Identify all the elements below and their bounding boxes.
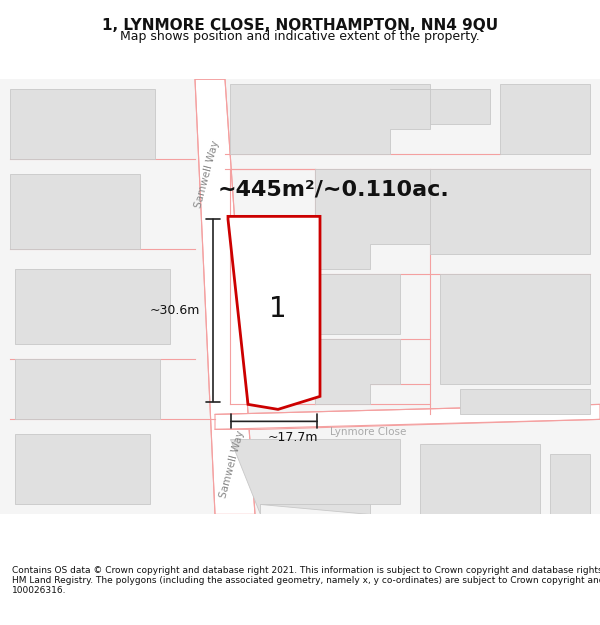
Polygon shape (230, 84, 430, 154)
Text: ~30.6m: ~30.6m (149, 304, 200, 317)
Polygon shape (228, 216, 320, 409)
Polygon shape (15, 434, 150, 504)
Polygon shape (195, 79, 255, 514)
Text: Contains OS data © Crown copyright and database right 2021. This information is : Contains OS data © Crown copyright and d… (12, 566, 600, 596)
Text: Lynmore Close: Lynmore Close (330, 428, 406, 438)
Polygon shape (230, 439, 400, 514)
Text: Map shows position and indicative extent of the property.: Map shows position and indicative extent… (120, 30, 480, 43)
Polygon shape (420, 444, 540, 514)
Polygon shape (390, 89, 490, 124)
Text: Samwell Way: Samwell Way (218, 429, 246, 499)
Polygon shape (550, 454, 590, 514)
Text: Samwell Way: Samwell Way (193, 139, 221, 209)
Text: 1: 1 (269, 296, 287, 323)
Polygon shape (315, 339, 400, 404)
Polygon shape (460, 389, 590, 414)
Polygon shape (15, 359, 160, 419)
Polygon shape (15, 269, 170, 344)
Polygon shape (500, 84, 590, 154)
Polygon shape (315, 169, 430, 269)
Text: ~445m²/~0.110ac.: ~445m²/~0.110ac. (218, 179, 450, 199)
Polygon shape (10, 89, 155, 159)
Polygon shape (215, 404, 600, 429)
Text: 1, LYNMORE CLOSE, NORTHAMPTON, NN4 9QU: 1, LYNMORE CLOSE, NORTHAMPTON, NN4 9QU (102, 18, 498, 32)
Polygon shape (260, 504, 370, 514)
Text: ~17.7m: ~17.7m (268, 431, 319, 444)
Polygon shape (430, 169, 590, 254)
Polygon shape (315, 274, 400, 334)
Polygon shape (440, 274, 590, 384)
Polygon shape (10, 174, 140, 249)
